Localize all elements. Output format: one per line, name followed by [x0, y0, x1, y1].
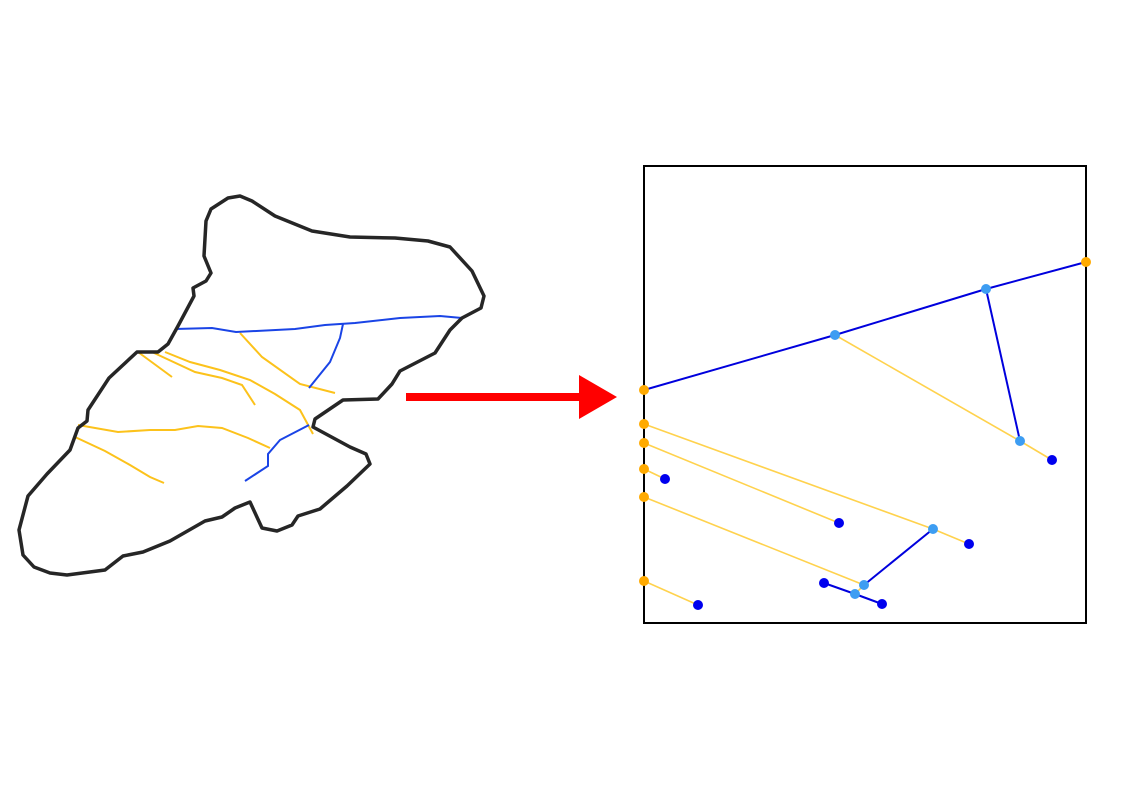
- graph-nodes: [639, 257, 1091, 610]
- main-channel-edge: [834, 288, 987, 336]
- outlet-node: [639, 438, 649, 448]
- tributary-stream: [151, 351, 256, 406]
- junction-node: [859, 580, 869, 590]
- stream-network-graph: [639, 165, 1091, 624]
- tributary-edge: [1019, 440, 1053, 461]
- junction-node: [1015, 436, 1025, 446]
- main-channel-edge: [985, 261, 1087, 290]
- main-channel-edges: [643, 261, 1087, 605]
- main-channel-edge: [863, 528, 934, 586]
- tributary-edge: [643, 442, 840, 524]
- junction-node: [830, 330, 840, 340]
- junction-node: [981, 284, 991, 294]
- tributary-stream: [74, 436, 165, 484]
- source-node: [819, 578, 829, 588]
- tributary-stream: [77, 424, 271, 449]
- outlet-node: [639, 419, 649, 429]
- main-river-channel: [174, 314, 463, 334]
- arrow-shaft: [406, 393, 582, 401]
- outlet-node: [1081, 257, 1091, 267]
- source-node: [693, 600, 703, 610]
- outlet-node: [639, 492, 649, 502]
- arrow-head: [579, 375, 617, 419]
- main-river-channel: [244, 424, 310, 482]
- tributary-edge: [643, 496, 865, 586]
- source-node: [660, 474, 670, 484]
- tributary-streams: [74, 332, 336, 484]
- main-river-channels: [174, 314, 463, 482]
- outlet-node: [639, 576, 649, 586]
- tributary-edge: [834, 334, 1021, 442]
- main-channel-edge: [985, 288, 1021, 442]
- tributary-edge: [932, 528, 970, 545]
- main-channel-edge: [643, 334, 836, 391]
- watershed-boundary: [17, 194, 486, 577]
- tributary-stream: [164, 351, 314, 435]
- tributary-stream: [239, 332, 336, 394]
- source-node: [877, 599, 887, 609]
- source-node: [1047, 455, 1057, 465]
- right-arrow: [406, 375, 617, 419]
- junction-node: [928, 524, 938, 534]
- tributary-edge: [643, 423, 934, 530]
- tributary-edge: [643, 580, 699, 606]
- junction-node: [850, 589, 860, 599]
- source-node: [964, 539, 974, 549]
- outlet-node: [639, 464, 649, 474]
- watershed-map: [17, 194, 486, 577]
- source-node: [834, 518, 844, 528]
- main-channel-edge: [823, 582, 856, 595]
- main-river-channel: [308, 323, 344, 389]
- tributary-stream: [137, 351, 173, 378]
- tributary-edges: [643, 334, 1053, 606]
- graph-frame: [643, 165, 1087, 624]
- outlet-node: [639, 385, 649, 395]
